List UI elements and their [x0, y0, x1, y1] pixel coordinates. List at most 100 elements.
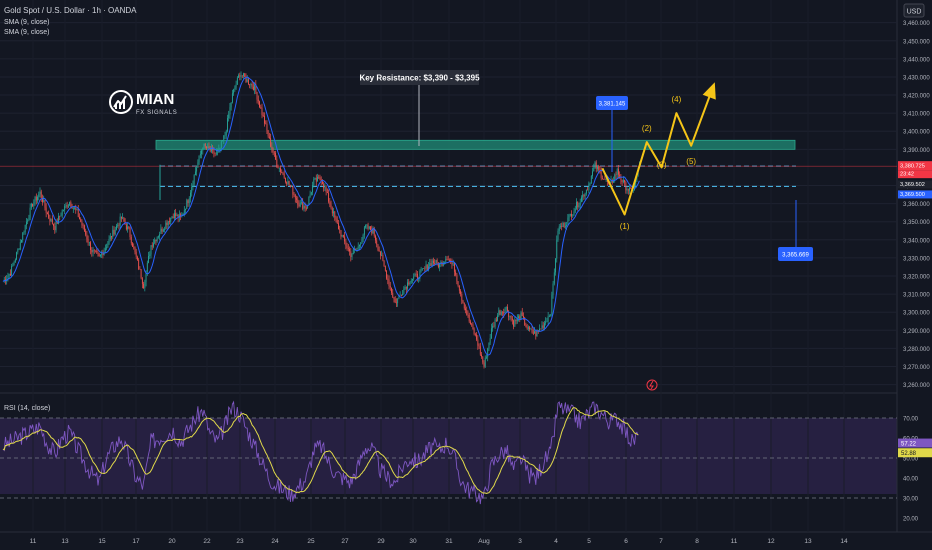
- candle-body: [114, 229, 116, 235]
- candle-body: [620, 176, 622, 181]
- candle-body: [453, 263, 455, 272]
- candle-body: [12, 264, 14, 267]
- candle-body: [357, 246, 359, 249]
- candle-body: [13, 262, 15, 265]
- candle-body: [347, 248, 349, 250]
- candle-body: [255, 84, 257, 92]
- candle-body: [165, 222, 167, 229]
- candle-body: [69, 202, 71, 206]
- candle-body: [164, 228, 165, 230]
- candle-body: [592, 171, 593, 177]
- candle-body: [336, 219, 338, 224]
- candle-body: [414, 273, 416, 277]
- candle-body: [494, 319, 496, 327]
- target-callout-box[interactable]: [778, 247, 813, 261]
- candle-body: [312, 185, 313, 193]
- candle-body: [83, 225, 85, 232]
- candle-body: [175, 213, 177, 217]
- candle-body: [483, 362, 485, 367]
- rsi-line: [2, 400, 639, 505]
- time-axis-tick: 11: [30, 538, 37, 545]
- candle-body: [292, 186, 294, 195]
- candle-body: [250, 83, 252, 86]
- candle-body: [629, 187, 630, 191]
- candle-body: [230, 102, 232, 108]
- candle-body: [546, 321, 548, 323]
- candle-body: [112, 229, 114, 238]
- candle-body: [304, 205, 306, 209]
- peak-callout-box[interactable]: [596, 96, 628, 110]
- candle-body: [505, 306, 507, 310]
- candles-layer: [3, 71, 640, 369]
- candle-body: [190, 192, 191, 199]
- candle-body: [416, 273, 418, 279]
- candle-body: [605, 179, 607, 180]
- candle-body: [276, 159, 278, 167]
- candle-body: [278, 168, 280, 169]
- candle-body: [503, 311, 505, 314]
- candle-body: [498, 310, 500, 316]
- candle-body: [246, 79, 248, 82]
- candle-body: [301, 202, 302, 203]
- wave-label: (4): [672, 95, 682, 104]
- candle-body: [252, 86, 254, 91]
- currency-badge[interactable]: [903, 3, 925, 18]
- candle-body: [130, 236, 132, 244]
- candle-body: [557, 230, 559, 240]
- price-axis-tick: 3,330.000: [903, 256, 930, 262]
- candle-body: [366, 224, 368, 226]
- candle-body: [80, 219, 82, 222]
- time-axis-tick: 13: [804, 538, 812, 545]
- candle-body: [382, 255, 384, 261]
- candle-body: [375, 235, 376, 241]
- sma-line: [2, 76, 640, 356]
- candle-body: [481, 354, 482, 357]
- time-axis-tick: 13: [61, 538, 69, 545]
- candle-body: [261, 107, 263, 116]
- candle-body: [266, 123, 268, 131]
- candle-body: [241, 75, 243, 77]
- candle-body: [370, 226, 371, 230]
- candle-body: [29, 207, 31, 218]
- candle-body: [545, 321, 547, 324]
- candle-body: [471, 324, 473, 325]
- candle-body: [171, 216, 173, 218]
- candle-body: [277, 166, 279, 169]
- peak-callout-label: 3,381.145: [599, 102, 626, 108]
- candle-body: [141, 278, 143, 284]
- candle-body: [235, 84, 237, 88]
- indicator-sma-2[interactable]: SMA (9, close): [4, 29, 50, 36]
- candle-body: [331, 208, 333, 214]
- rsi-title[interactable]: RSI (14, close): [4, 405, 50, 412]
- candle-body: [307, 204, 309, 209]
- candle-body: [254, 84, 256, 91]
- candle-body: [81, 221, 83, 226]
- candle-body: [603, 179, 605, 180]
- candle-body: [282, 172, 284, 175]
- candle-body: [215, 152, 217, 154]
- candle-body: [407, 282, 408, 289]
- resistance-zone-layer: [155, 139, 796, 150]
- candle-body: [384, 266, 386, 271]
- resistance-label-box[interactable]: [360, 70, 479, 85]
- candle-body: [299, 202, 301, 207]
- lightning-icon[interactable]: [646, 379, 658, 391]
- candle-body: [344, 236, 346, 242]
- candle-body: [19, 242, 21, 250]
- price-axis-tick: 3,460.000: [903, 21, 930, 27]
- candle-body: [567, 217, 569, 225]
- candle-body: [35, 196, 37, 201]
- candle-body: [203, 143, 205, 149]
- candle-body: [183, 210, 185, 214]
- candle-body: [598, 166, 600, 170]
- wave-label: (2): [642, 124, 652, 133]
- indicator-sma-1[interactable]: SMA (9, close): [4, 19, 50, 26]
- time-axis-tick: 8: [695, 538, 699, 545]
- candle-body: [192, 184, 194, 187]
- candle-body: [521, 312, 523, 317]
- candle-body: [573, 211, 575, 215]
- candle-body: [102, 253, 104, 256]
- candle-body: [441, 262, 443, 266]
